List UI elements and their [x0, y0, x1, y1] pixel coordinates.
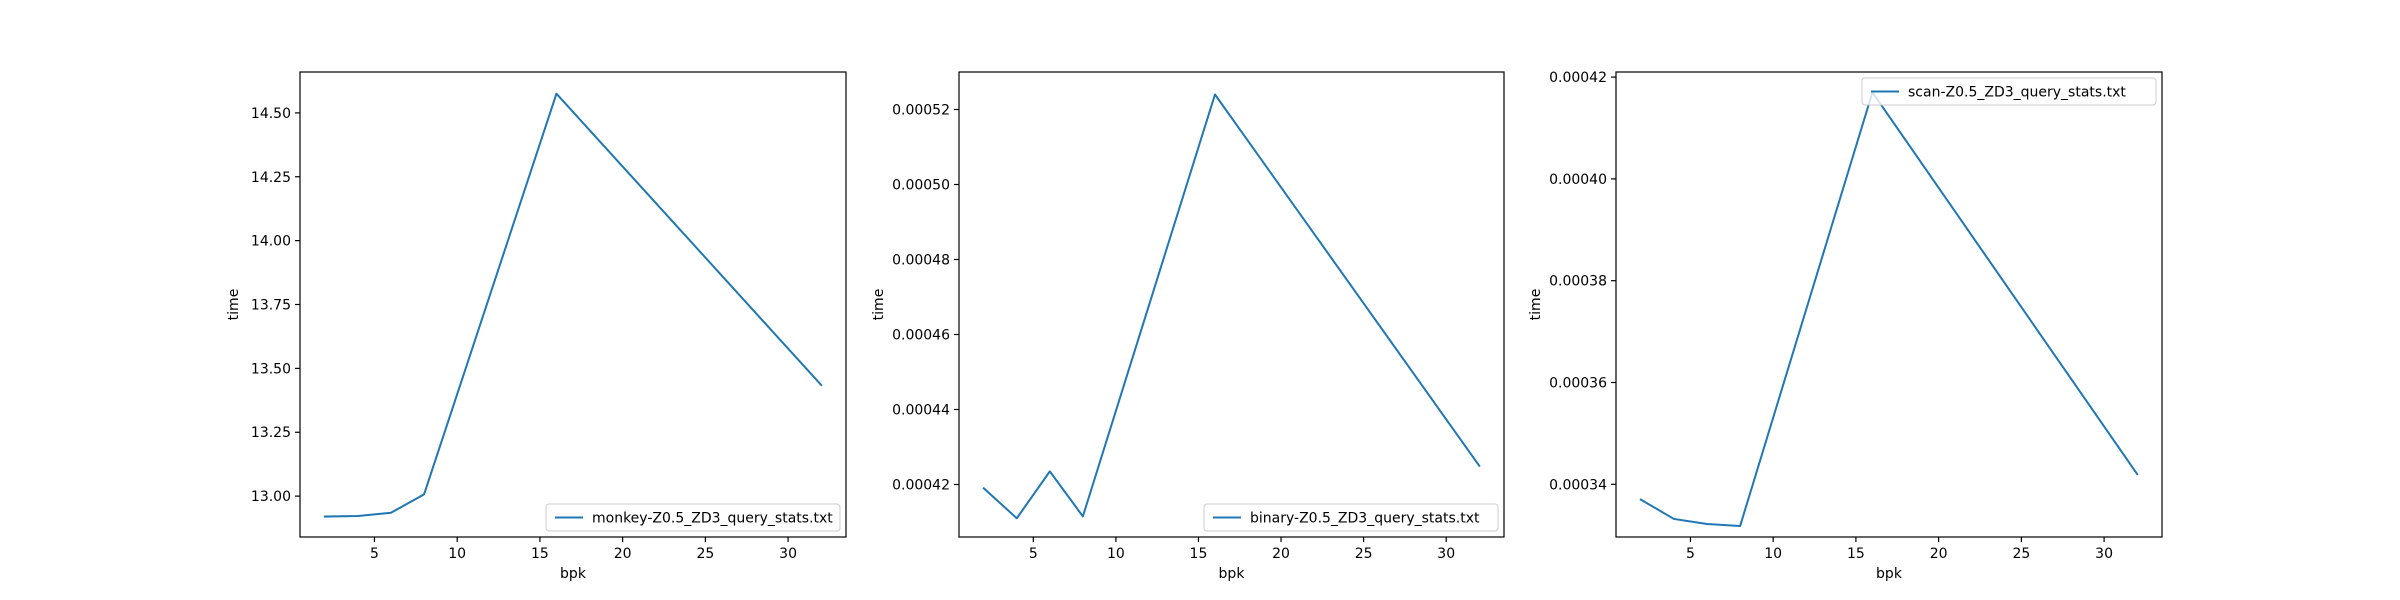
- y-tick-label: 13.50: [251, 361, 291, 377]
- y-tick-label: 0.00042: [892, 478, 950, 494]
- legend-box: [1203, 503, 1499, 532]
- y-tick-label: 0.00048: [892, 253, 950, 269]
- y-tick-label: 0.00034: [1549, 477, 1607, 493]
- x-tick-label: 10: [448, 546, 466, 562]
- plot-frame: [1615, 71, 2163, 538]
- y-tick-label: 14.50: [251, 106, 291, 122]
- x-tick-label: 15: [1190, 546, 1208, 562]
- y-tick-label: 0.00046: [892, 328, 950, 344]
- x-tick-label: 15: [531, 546, 549, 562]
- x-tick-label: 25: [1355, 546, 1373, 562]
- y-tick-label: 0.00042: [1549, 70, 1607, 86]
- y-axis-label: time: [1528, 289, 1544, 321]
- x-tick-label: 5: [1029, 546, 1038, 562]
- x-tick-label: 30: [1437, 546, 1455, 562]
- y-tick-label: 13.00: [251, 489, 291, 505]
- y-tick-label: 14.25: [251, 170, 291, 186]
- y-axis-label: time: [871, 289, 887, 321]
- x-tick-label: 15: [1847, 546, 1865, 562]
- x-tick-label: 5: [1686, 546, 1695, 562]
- x-tick-label: 25: [2012, 546, 2030, 562]
- x-axis-label: bpk: [560, 566, 587, 582]
- y-tick-label: 0.00036: [1549, 376, 1607, 392]
- y-tick-label: 0.00050: [892, 178, 950, 194]
- y-tick-label: 0.00038: [1549, 274, 1607, 290]
- y-tick-label: 0.00040: [1549, 172, 1607, 188]
- x-tick-label: 30: [779, 546, 797, 562]
- x-tick-label: 20: [1272, 546, 1290, 562]
- y-tick-label: 0.00052: [892, 103, 950, 119]
- series-line: [982, 93, 1481, 520]
- x-tick-label: 20: [1930, 546, 1948, 562]
- x-tick-label: 10: [1764, 546, 1782, 562]
- x-tick-label: 5: [370, 546, 379, 562]
- chart-panel-1: 5 10 15 20 25 30 13.00 13.25 13.50 13.75 14.00 14.2…: [226, 71, 847, 582]
- x-tick-label: 20: [614, 546, 632, 562]
- chart-panel-3: 5 10 15 20 25 30 0.00034 0.00036 0.00038 0.00040 0…: [1528, 70, 2163, 582]
- x-tick-label: 10: [1107, 546, 1125, 562]
- series-line: [1639, 91, 2139, 528]
- chart-panel-2: 5 10 15 20 25 30 0.00042 0.00044 0.00046 0.00048 0…: [871, 71, 1505, 582]
- series-line: [323, 92, 823, 518]
- y-tick-label: 14.00: [251, 234, 291, 250]
- x-axis-label: bpk: [1219, 566, 1246, 582]
- x-tick-label: 25: [696, 546, 714, 562]
- y-tick-label: 13.25: [251, 425, 291, 441]
- legend-box: [1861, 77, 2157, 106]
- y-tick-label: 0.00044: [892, 403, 950, 419]
- y-tick-label: 13.75: [251, 298, 291, 314]
- legend: scan-Z0.5_ZD3_query_stats.txt: [1861, 77, 2157, 106]
- x-tick-label: 30: [2095, 546, 2113, 562]
- legend: binary-Z0.5_ZD3_query_stats.txt: [1203, 503, 1499, 532]
- legend-label: monkey-Z0.5_ZD3_query_stats.txt: [592, 511, 833, 527]
- legend-label: scan-Z0.5_ZD3_query_stats.txt: [1908, 85, 2126, 101]
- y-axis-label: time: [226, 289, 242, 321]
- legend-label: binary-Z0.5_ZD3_query_stats.txt: [1250, 511, 1480, 527]
- plot-frame: [958, 71, 1505, 538]
- legend-box: [545, 503, 841, 532]
- x-axis-label: bpk: [1876, 566, 1903, 582]
- legend: monkey-Z0.5_ZD3_query_stats.txt: [545, 503, 841, 532]
